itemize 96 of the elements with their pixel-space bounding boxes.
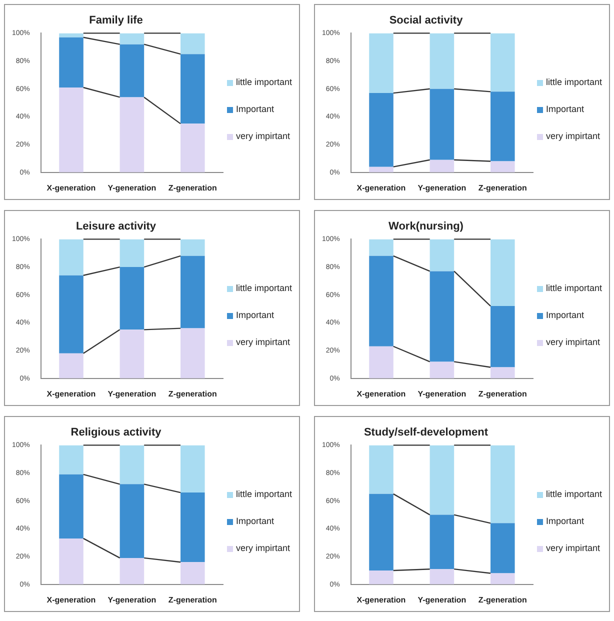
bar <box>490 573 515 584</box>
bar <box>369 494 394 570</box>
bar <box>369 256 394 346</box>
legend-label: very impirtant <box>236 542 290 554</box>
bar <box>369 570 394 584</box>
chart-title: Family life <box>89 14 143 27</box>
bar <box>369 239 394 256</box>
bar <box>430 569 454 584</box>
bar <box>490 306 515 368</box>
bar <box>59 239 84 276</box>
chart-title: Study/self-development <box>364 426 488 439</box>
bar <box>180 562 205 584</box>
x-tick-label: X-generation <box>356 183 406 192</box>
bar <box>180 33 205 54</box>
bar <box>369 93 394 167</box>
bar <box>180 54 205 124</box>
x-tick-label: Y-generation <box>108 183 156 192</box>
chart-title: Religious activity <box>70 426 162 439</box>
bar <box>59 37 84 88</box>
x-tick-label: X-generation <box>46 595 96 604</box>
legend-label: very impirtant <box>546 336 600 348</box>
bar <box>59 538 84 584</box>
bar <box>59 353 84 378</box>
bar <box>430 239 454 272</box>
chart-title: Social activity <box>389 14 464 27</box>
bar <box>490 239 515 306</box>
legend-label: little important <box>546 282 602 294</box>
bar <box>180 256 205 328</box>
bar <box>120 330 144 378</box>
legend-label: little important <box>546 488 602 500</box>
legend-label: very impirtant <box>546 130 600 142</box>
bar <box>120 44 144 98</box>
bar <box>490 161 515 172</box>
x-tick-label: Y-generation <box>418 389 466 398</box>
bar <box>120 239 144 268</box>
bar <box>369 445 394 494</box>
bar <box>490 92 515 162</box>
legend-label: Important <box>236 104 274 114</box>
legend-label: Important <box>236 310 274 320</box>
bar <box>490 523 515 574</box>
bar <box>430 362 454 378</box>
bar <box>369 346 394 378</box>
legend-label: little important <box>546 76 602 88</box>
x-tick-label: Y-generation <box>108 595 156 604</box>
bar <box>120 97 144 172</box>
legend-label: very impirtant <box>236 130 290 142</box>
bar <box>180 328 205 378</box>
legend-label: Important <box>236 516 274 526</box>
bar <box>430 445 454 515</box>
bar <box>59 445 84 474</box>
chart-title: Work(nursing) <box>388 220 464 233</box>
bar <box>59 275 84 354</box>
x-tick-label: Y-generation <box>418 595 466 604</box>
bar <box>490 367 515 378</box>
legend-label: little important <box>236 76 292 88</box>
bar <box>120 445 144 484</box>
bar <box>430 271 454 362</box>
bar <box>369 166 394 172</box>
x-tick-label: X-generation <box>46 389 96 398</box>
bar <box>120 267 144 330</box>
bar <box>490 445 515 524</box>
x-tick-label: X-generation <box>46 183 96 192</box>
x-tick-label: Z-generation <box>478 595 527 604</box>
bar <box>430 160 454 172</box>
legend-label: little important <box>236 282 292 294</box>
x-tick-label: Y-generation <box>418 183 466 192</box>
bar <box>430 514 454 570</box>
chart-title: Leisure activity <box>76 220 157 233</box>
x-tick-label: Z-generation <box>168 389 217 398</box>
legend-label: little important <box>236 488 292 500</box>
bar <box>490 33 515 92</box>
x-tick-label: X-generation <box>356 389 406 398</box>
legend-label: Important <box>546 104 584 114</box>
bar <box>120 33 144 44</box>
legend-label: very impirtant <box>546 542 600 554</box>
bar <box>430 88 454 160</box>
bar <box>59 33 84 38</box>
x-tick-label: X-generation <box>356 595 406 604</box>
bar <box>369 33 394 94</box>
bar <box>59 87 84 172</box>
bar <box>430 33 454 89</box>
x-tick-label: Z-generation <box>478 183 527 192</box>
bar <box>120 558 144 584</box>
x-tick-label: Z-generation <box>478 389 527 398</box>
legend-label: Important <box>546 310 584 320</box>
bar <box>59 474 84 538</box>
legend-label: Important <box>546 516 584 526</box>
legend-label: very impirtant <box>236 336 290 348</box>
x-tick-label: Z-generation <box>168 183 217 192</box>
x-tick-label: Y-generation <box>108 389 156 398</box>
x-tick-label: Z-generation <box>168 595 217 604</box>
bar <box>180 492 205 562</box>
bar <box>180 445 205 493</box>
bar <box>180 239 205 256</box>
bar <box>120 484 144 558</box>
bar <box>180 124 205 172</box>
